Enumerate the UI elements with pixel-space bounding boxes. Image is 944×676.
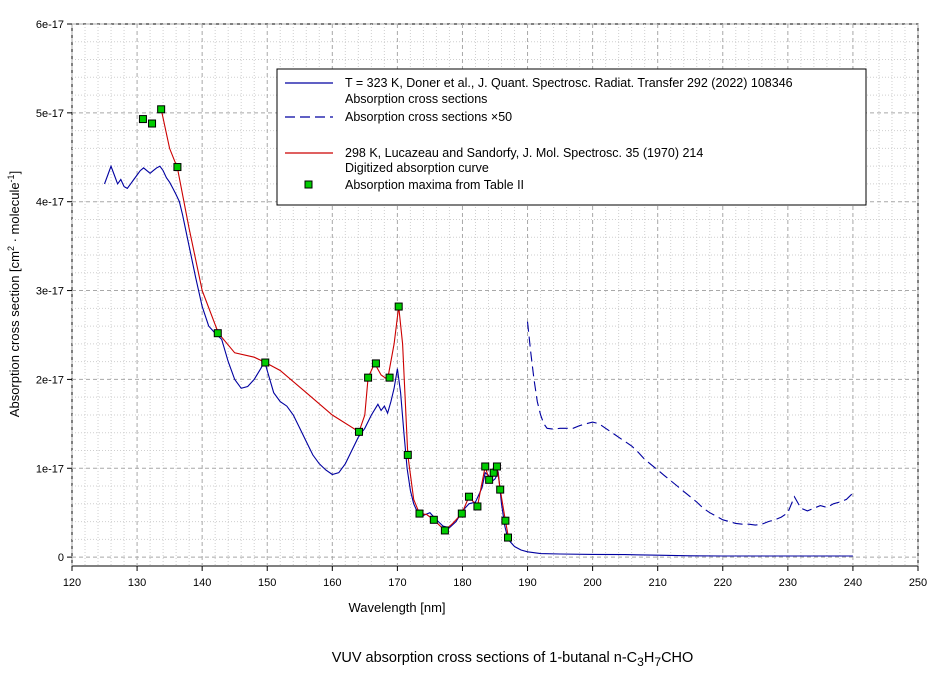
legend-label: Absorption cross sections ×50: [345, 110, 512, 124]
y-tick-label: 2e-17: [36, 374, 64, 386]
data-point-marker: [394, 302, 403, 311]
x-axis-title: Wavelength [nm]: [348, 600, 445, 615]
y-axis-title-text: Absorption cross section [cm: [7, 251, 22, 417]
legend-label: Digitized absorption curve: [345, 161, 489, 175]
legend-label: T = 323 K, Doner et al., J. Quant. Spect…: [345, 76, 793, 90]
caption-text: CHO: [661, 650, 694, 666]
caption-subscript: 3: [637, 654, 644, 669]
caption-subscript: 7: [654, 654, 662, 669]
x-tick-label: 130: [128, 577, 146, 589]
chart-caption: VUV absorption cross sections of 1-butan…: [0, 650, 944, 669]
legend-label: Absorption maxima from Table II: [345, 178, 524, 192]
data-point-marker: [473, 502, 482, 511]
data-point-marker: [354, 427, 363, 436]
data-point-marker: [403, 450, 412, 459]
x-tick-label: 210: [649, 577, 667, 589]
caption-text: VUV absorption cross sections of 1-butan…: [331, 650, 638, 666]
data-point-marker: [371, 359, 380, 368]
legend: T = 323 K, Doner et al., J. Quant. Spect…: [276, 68, 867, 206]
data-point-marker: [261, 358, 270, 367]
axis-ticks: 120 130 140 150 160 170 180 190 200 210 220 230 240 2…: [36, 19, 927, 589]
y-axis-title-superscript: -1: [6, 174, 16, 182]
data-point-marker: [501, 516, 510, 525]
data-point-marker: [157, 105, 166, 114]
x-tick-label: 240: [844, 577, 862, 589]
y-tick-label: 4e-17: [36, 197, 64, 209]
data-point-marker: [213, 329, 222, 338]
data-point-marker: [492, 462, 501, 471]
data-point-marker: [415, 509, 424, 518]
data-point-marker: [485, 475, 494, 484]
data-point-marker: [173, 163, 182, 172]
x-tick-label: 120: [63, 577, 81, 589]
series-layer: [103, 105, 854, 557]
legend-box: [276, 68, 867, 206]
x-tick-label: 190: [518, 577, 536, 589]
series-line-x50: [526, 321, 854, 526]
y-tick-label: 6e-17: [36, 19, 64, 31]
y-axis-title-superscript: 2: [6, 246, 16, 251]
legend-label: Absorption cross sections: [345, 92, 487, 106]
series-line-digitized: [160, 109, 509, 535]
x-tick-label: 180: [453, 577, 471, 589]
data-point-marker: [457, 509, 466, 518]
y-axis-title-text: ]: [7, 171, 22, 175]
data-point-marker: [464, 492, 473, 501]
x-tick-label: 170: [388, 577, 406, 589]
y-axis-title: Absorption cross section [cm2 · molecule…: [6, 171, 22, 417]
y-tick-label: 0: [58, 552, 64, 564]
data-point-marker: [440, 526, 449, 535]
data-point-marker: [504, 533, 513, 542]
x-tick-label: 160: [323, 577, 341, 589]
x-tick-label: 220: [714, 577, 732, 589]
data-point-marker: [148, 119, 157, 128]
legend-marker-swatch: [304, 180, 313, 189]
data-point-marker: [496, 485, 505, 494]
x-tick-label: 140: [193, 577, 211, 589]
data-point-marker: [385, 373, 394, 382]
caption-text: H: [643, 650, 655, 666]
x-tick-label: 200: [583, 577, 601, 589]
legend-label: 298 K, Lucazeau and Sandorfy, J. Mol. Sp…: [345, 146, 703, 160]
x-tick-label: 230: [779, 577, 797, 589]
data-point-marker: [138, 115, 147, 124]
y-axis-title-text: · molecule: [7, 182, 22, 246]
data-point-marker: [481, 462, 490, 471]
y-tick-label: 5e-17: [36, 108, 64, 120]
y-tick-label: 3e-17: [36, 286, 64, 298]
x-tick-label: 150: [258, 577, 276, 589]
data-point-marker: [364, 373, 373, 382]
data-point-marker: [429, 515, 438, 524]
x-tick-label: 250: [909, 577, 927, 589]
y-tick-label: 1e-17: [36, 463, 64, 475]
